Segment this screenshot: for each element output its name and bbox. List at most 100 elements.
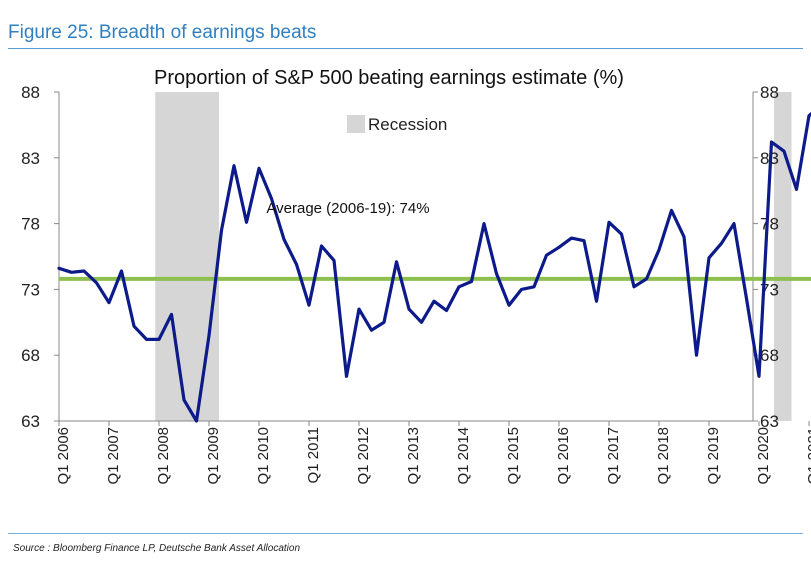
data-point xyxy=(195,419,198,423)
x-tick-label: Q1 2011 xyxy=(305,427,322,483)
source-note: Source : Bloomberg Finance LP, Deutsche … xyxy=(13,543,301,554)
x-tick-label: Q1 2015 xyxy=(505,427,522,485)
y-tick-label-left: 83 xyxy=(21,149,40,168)
legend-recession-swatch xyxy=(347,115,365,133)
data-point xyxy=(182,398,186,402)
data-point xyxy=(670,209,673,212)
data-point xyxy=(745,297,748,300)
y-tick-label-right: 88 xyxy=(760,83,779,102)
recession-band-1 xyxy=(155,92,219,421)
data-point xyxy=(657,248,661,252)
data-point xyxy=(370,328,373,332)
recession-band-2 xyxy=(774,92,792,421)
data-point xyxy=(407,307,411,311)
data-point xyxy=(495,272,498,275)
data-point xyxy=(570,236,573,240)
data-point xyxy=(732,222,736,225)
data-point xyxy=(520,288,523,291)
data-point xyxy=(132,325,136,328)
average-label: Average (2006-19): 74% xyxy=(266,200,429,217)
y-tick-label-right: 78 xyxy=(760,215,779,234)
x-tick-label: Q1 2008 xyxy=(155,427,172,485)
data-point xyxy=(307,303,311,307)
y-tick-label-right: 63 xyxy=(760,412,779,431)
data-point xyxy=(645,277,648,281)
data-point xyxy=(420,321,423,324)
data-point xyxy=(220,228,223,232)
x-tick-label: Q1 2020 xyxy=(755,427,772,485)
data-point xyxy=(695,354,698,357)
y-tick-label-left: 68 xyxy=(21,346,40,365)
data-point xyxy=(720,242,723,245)
y-tick-label-left: 63 xyxy=(21,412,40,431)
data-point xyxy=(57,267,61,270)
x-tick-label: Q1 2021 xyxy=(805,427,811,485)
data-point xyxy=(595,300,598,303)
x-tick-label: Q1 2013 xyxy=(405,427,422,485)
data-point xyxy=(257,167,261,170)
data-point xyxy=(795,188,798,191)
data-point xyxy=(682,235,686,238)
data-point xyxy=(357,307,361,311)
x-tick-label: Q1 2016 xyxy=(555,427,572,485)
x-tick-label: Q1 2018 xyxy=(655,427,672,485)
data-point xyxy=(782,150,786,153)
legend: Recession xyxy=(347,115,447,134)
data-point xyxy=(270,197,273,200)
figure-title: Figure 25: Breadth of earnings beats xyxy=(8,22,317,43)
data-point xyxy=(382,321,386,324)
data-point xyxy=(145,338,148,341)
data-point xyxy=(295,263,298,266)
data-point xyxy=(95,281,98,285)
data-point xyxy=(457,285,461,288)
x-tick-label: Q1 2019 xyxy=(705,427,722,485)
data-point xyxy=(807,114,811,117)
title-divider xyxy=(8,48,803,49)
data-point xyxy=(395,260,398,263)
data-point xyxy=(545,253,548,257)
y-tick-label-left: 78 xyxy=(21,215,40,234)
data-point xyxy=(632,285,636,288)
data-point xyxy=(320,244,323,248)
x-tick-label: Q1 2010 xyxy=(255,427,272,485)
data-point xyxy=(282,238,286,241)
data-point xyxy=(470,280,473,283)
footer-divider xyxy=(8,533,803,534)
x-tick-label: Q1 2017 xyxy=(605,427,622,485)
x-tick-label: Q1 2009 xyxy=(205,427,222,485)
data-point xyxy=(170,313,173,316)
y-tick-label-left: 88 xyxy=(21,83,40,102)
data-point xyxy=(207,334,211,337)
data-point xyxy=(107,301,111,304)
data-point xyxy=(507,303,511,307)
y-tick-label-left: 73 xyxy=(21,280,40,299)
data-point xyxy=(332,259,336,262)
data-point xyxy=(620,232,623,236)
data-point xyxy=(232,164,236,167)
x-tick-label: Q1 2007 xyxy=(105,427,122,485)
series-points xyxy=(57,114,811,423)
x-tick-label: Q1 2006 xyxy=(55,427,72,485)
data-point xyxy=(345,375,348,378)
x-tick-label: Q1 2012 xyxy=(355,427,372,485)
data-point xyxy=(432,300,436,303)
data-point xyxy=(157,338,161,341)
recession-bands xyxy=(155,92,792,421)
data-point xyxy=(245,221,248,224)
data-point xyxy=(120,269,123,273)
legend-recession-label: Recession xyxy=(368,115,447,134)
data-point xyxy=(557,246,561,249)
y-tick-label-right: 68 xyxy=(760,346,779,365)
data-point xyxy=(482,222,486,225)
data-point xyxy=(82,269,86,273)
data-point xyxy=(707,256,711,260)
data-point xyxy=(532,285,536,288)
data-point xyxy=(70,271,73,274)
data-point xyxy=(770,140,773,144)
data-point xyxy=(607,221,611,224)
x-tick-label: Q1 2014 xyxy=(455,427,472,485)
data-point xyxy=(445,309,448,312)
data-point xyxy=(582,239,586,242)
